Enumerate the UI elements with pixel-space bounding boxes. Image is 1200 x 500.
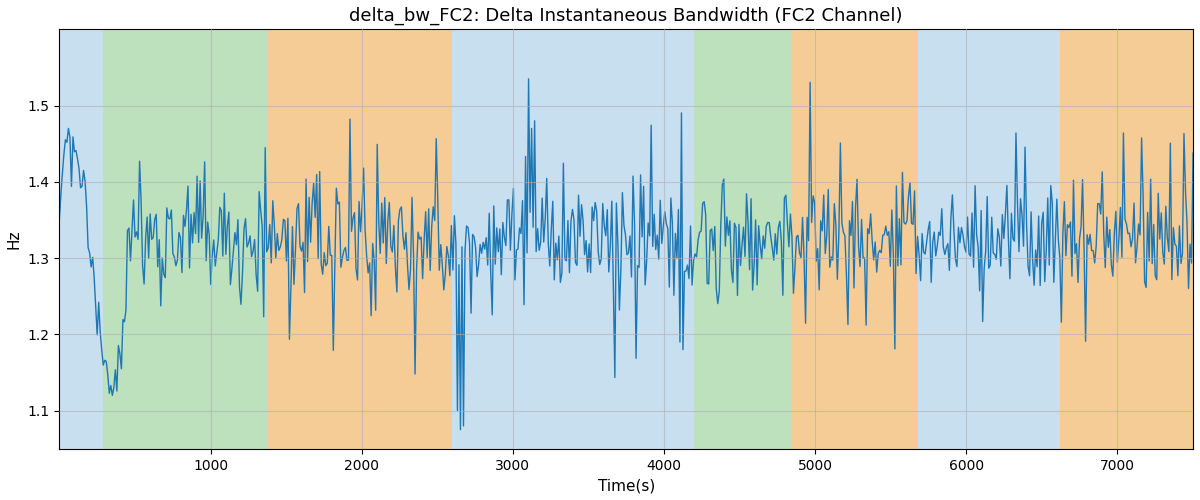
Bar — [792, 30, 918, 449]
Bar — [268, 30, 452, 449]
X-axis label: Time(s): Time(s) — [598, 478, 655, 493]
Bar — [918, 30, 1060, 449]
Bar — [59, 30, 103, 449]
Bar — [452, 30, 673, 449]
Bar — [695, 30, 792, 449]
Title: delta_bw_FC2: Delta Instantaneous Bandwidth (FC2 Channel): delta_bw_FC2: Delta Instantaneous Bandwi… — [349, 7, 902, 25]
Bar — [103, 30, 268, 449]
Bar — [1060, 30, 1193, 449]
Y-axis label: Hz: Hz — [7, 230, 22, 249]
Bar — [673, 30, 695, 449]
